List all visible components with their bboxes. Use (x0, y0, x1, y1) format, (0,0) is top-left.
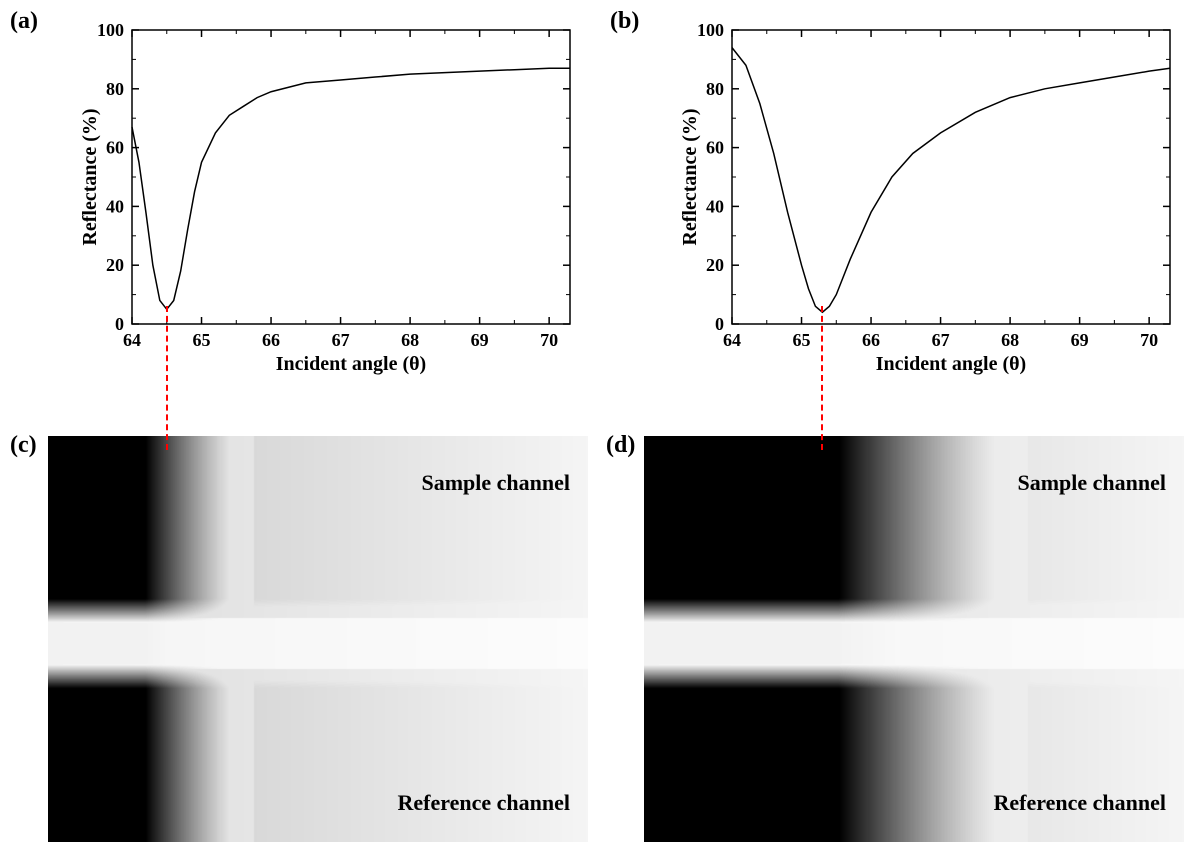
svg-text:65: 65 (793, 330, 811, 350)
svg-text:60: 60 (106, 138, 124, 158)
svg-text:Incident angle (θ): Incident angle (θ) (276, 353, 426, 375)
resonance-marker-a (166, 306, 168, 450)
svg-text:60: 60 (706, 138, 724, 158)
svg-text:67: 67 (932, 330, 950, 350)
panel-label-b: (b) (610, 8, 639, 35)
figure-root: (a) (b) (c) (d) 64 65 66 67 68 69 70 0 20 40 60 80 1… (0, 0, 1200, 859)
svg-text:70: 70 (540, 330, 558, 350)
reference-channel-label-c: Reference channel (280, 790, 570, 816)
svg-text:67: 67 (332, 330, 350, 350)
svg-text:100: 100 (97, 20, 124, 40)
svg-text:Incident angle (θ): Incident angle (θ) (876, 353, 1026, 375)
sample-channel-label-c: Sample channel (300, 470, 570, 496)
svg-text:70: 70 (1140, 330, 1158, 350)
svg-text:80: 80 (106, 79, 124, 99)
svg-text:64: 64 (123, 330, 141, 350)
svg-text:0: 0 (115, 314, 124, 334)
spr-image-d (644, 436, 1184, 842)
spr-canvas (644, 436, 1184, 842)
svg-text:68: 68 (1001, 330, 1019, 350)
svg-text:Reflectance (%): Reflectance (%) (80, 108, 101, 245)
panel-label-d: (d) (606, 432, 635, 459)
sample-channel-label-d: Sample channel (896, 470, 1166, 496)
svg-text:80: 80 (706, 79, 724, 99)
svg-text:66: 66 (262, 330, 280, 350)
svg-text:0: 0 (715, 314, 724, 334)
panel-label-c: (c) (10, 432, 37, 459)
svg-text:69: 69 (1071, 330, 1089, 350)
svg-text:66: 66 (862, 330, 880, 350)
chart-b: 64 65 66 67 68 69 70 0 20 40 60 80 100 Incident angle… (680, 20, 1180, 380)
svg-text:69: 69 (471, 330, 489, 350)
svg-text:68: 68 (401, 330, 419, 350)
svg-text:20: 20 (106, 255, 124, 275)
spr-canvas (48, 436, 588, 842)
svg-text:64: 64 (723, 330, 741, 350)
reference-channel-label-d: Reference channel (876, 790, 1166, 816)
resonance-marker-b (821, 306, 823, 450)
chart-a: 64 65 66 67 68 69 70 0 20 40 60 80 100 Incident angle… (80, 20, 580, 380)
svg-text:65: 65 (193, 330, 211, 350)
svg-text:40: 40 (106, 196, 124, 216)
panel-label-a: (a) (10, 8, 38, 35)
svg-text:100: 100 (697, 20, 724, 40)
svg-text:Reflectance (%): Reflectance (%) (680, 108, 701, 245)
svg-text:20: 20 (706, 255, 724, 275)
spr-image-c (48, 436, 588, 842)
svg-text:40: 40 (706, 196, 724, 216)
